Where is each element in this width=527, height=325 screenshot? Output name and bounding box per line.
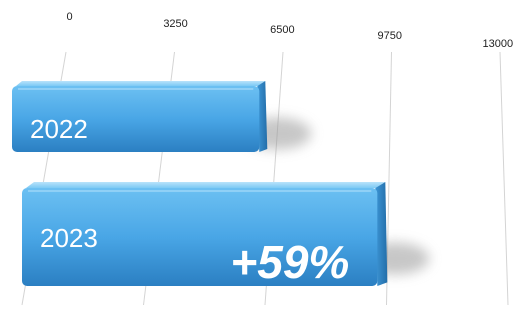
bar-end-cap xyxy=(375,182,388,286)
tick-label-9750: 9750 xyxy=(378,30,402,42)
gridline-13000 xyxy=(499,51,509,306)
bar-2023: 2023 xyxy=(22,182,430,286)
tick-label-3250: 3250 xyxy=(163,18,187,30)
category-label-2023: 2023 xyxy=(40,223,98,253)
bars: 2022 2023 +59% xyxy=(12,81,430,288)
bar-front-face xyxy=(22,188,378,286)
bar-front-face xyxy=(12,86,260,152)
tick-label-13000: 13000 xyxy=(483,38,514,50)
tick-label-6500: 6500 xyxy=(270,24,294,36)
bar-2022: 2022 xyxy=(12,81,312,152)
tick-label-0: 0 xyxy=(67,11,73,23)
category-label-2022: 2022 xyxy=(30,114,88,144)
x-axis-ticks: 0 3250 6500 9750 13000 xyxy=(67,11,514,50)
growth-annotation: +59% xyxy=(230,236,349,288)
bar-end-cap xyxy=(257,81,268,152)
bar-top-face xyxy=(26,182,386,188)
bar-top-face xyxy=(16,81,266,86)
